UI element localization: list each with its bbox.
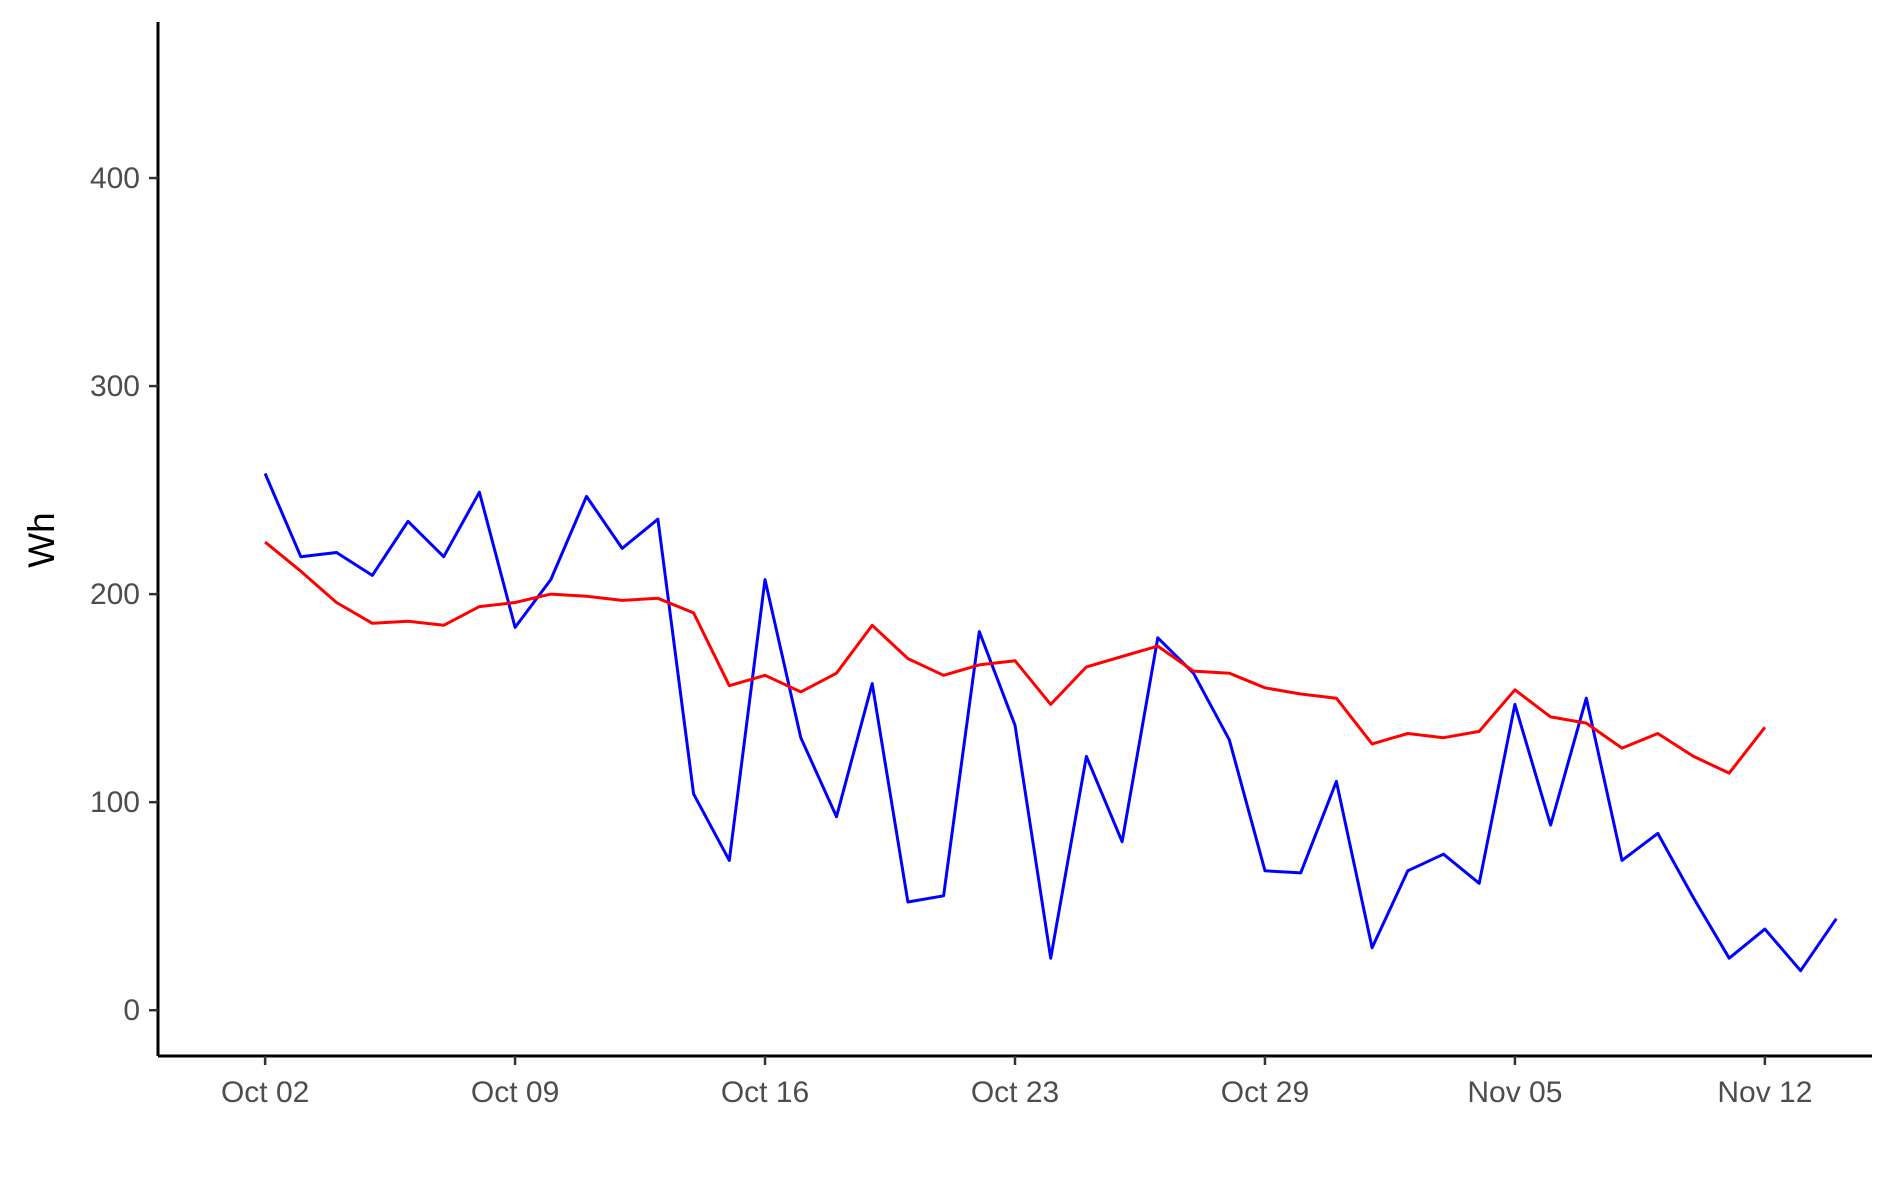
- x-ticks: Oct 02 Oct 09 Oct 16 Oct 23 Oct 29 Nov 05 Nov …: [221, 1056, 1812, 1109]
- x-tick-label: Oct 23: [971, 1076, 1059, 1109]
- x-tick-label: Nov 05: [1467, 1076, 1562, 1109]
- y-tick-label: 300: [90, 370, 140, 403]
- y-tick-label: 400: [90, 162, 140, 195]
- x-tick-label: Nov 12: [1717, 1076, 1812, 1109]
- x-tick-label: Oct 16: [721, 1076, 809, 1109]
- y-tick-label: 200: [90, 578, 140, 611]
- axes-layer: [156, 22, 1872, 1058]
- series-line-1: [263, 472, 1838, 973]
- x-tick-label: Oct 09: [471, 1076, 559, 1109]
- y-axis-title: Wh: [21, 512, 62, 568]
- series-layer: [263, 472, 1838, 973]
- x-tick-label: Oct 29: [1221, 1076, 1309, 1109]
- x-tick-label: Oct 02: [221, 1076, 309, 1109]
- series-line-2: [264, 540, 1767, 775]
- y-tick-label: 0: [123, 994, 140, 1027]
- y-tick-label: 100: [90, 786, 140, 819]
- y-ticks: 0 100 200 300 400: [90, 162, 158, 1027]
